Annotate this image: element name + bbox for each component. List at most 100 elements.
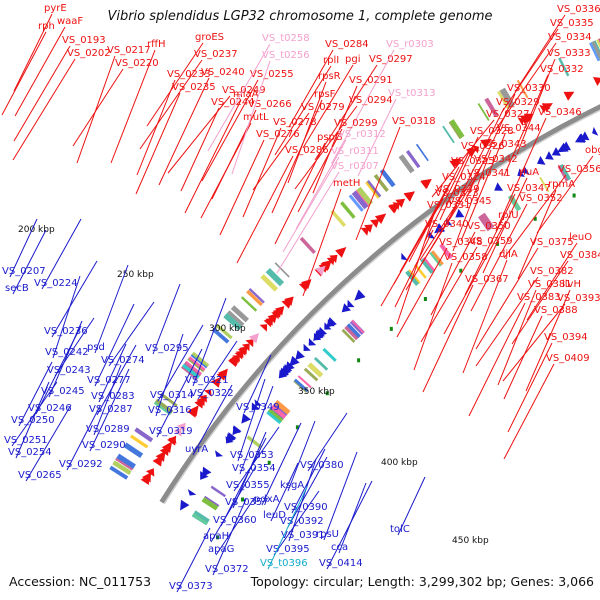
label-leader-line bbox=[155, 333, 184, 417]
label-leader-line bbox=[357, 98, 397, 177]
scale-tick bbox=[572, 193, 576, 198]
gene-label-forward: VS_0358 bbox=[444, 252, 488, 263]
scale-tick-label: 350 kbp bbox=[298, 387, 335, 397]
label-leader-line bbox=[197, 340, 238, 400]
gene-block bbox=[266, 410, 282, 424]
label-leader-line bbox=[297, 128, 343, 213]
label-leader-line bbox=[282, 156, 340, 253]
reverse-gene-arrow bbox=[455, 208, 465, 218]
gene-label-reverse: VS_0245 bbox=[41, 386, 85, 397]
gene-block bbox=[215, 323, 233, 340]
gene-block bbox=[414, 264, 427, 279]
gene-label-forward: VS_0384 bbox=[560, 250, 600, 261]
label-leader-line bbox=[503, 74, 549, 177]
label-leader-line bbox=[12, 229, 47, 295]
label-leader-line bbox=[98, 343, 127, 403]
gene-label-reverse: VS_0243 bbox=[47, 365, 91, 376]
gene-block bbox=[184, 362, 201, 377]
forward-gene-arrow bbox=[360, 227, 370, 236]
gene-label-reverse: VS_0314 bbox=[150, 390, 194, 401]
reverse-gene-arrow bbox=[315, 329, 325, 339]
forward-gene-arrow bbox=[145, 468, 155, 477]
gene-label-forward: VS_0330 bbox=[507, 83, 551, 94]
gene-label-forward: VS_0325 bbox=[451, 156, 495, 167]
gene-label-forward: VS_0193 bbox=[62, 35, 106, 46]
gene-label-forward: VS_0340 bbox=[425, 219, 469, 230]
reverse-gene-arrow bbox=[241, 413, 251, 424]
label-leader-line bbox=[439, 136, 479, 221]
label-leader-line bbox=[502, 303, 566, 382]
label-leader-line bbox=[52, 275, 81, 359]
gene-block bbox=[130, 434, 149, 449]
scale-tick bbox=[241, 497, 244, 502]
gene-label-reverse: VS_0290 bbox=[82, 440, 126, 451]
label-leader-line bbox=[14, 26, 66, 117]
label-leader-line bbox=[307, 412, 348, 472]
gene-label-reverse: VS_0354 bbox=[232, 463, 276, 474]
label-leader-line bbox=[136, 79, 176, 176]
reverse-gene-arrow bbox=[347, 299, 355, 308]
forward-gene-arrow bbox=[404, 192, 414, 202]
gene-label-reverse: psd bbox=[87, 342, 105, 353]
gene-block bbox=[344, 324, 360, 341]
gene-label-forward: VS_0350 bbox=[467, 221, 511, 232]
gene-block bbox=[558, 57, 570, 77]
label-leader-line bbox=[503, 363, 555, 460]
forward-gene-arrow bbox=[281, 297, 293, 309]
gene-block bbox=[123, 442, 144, 458]
gene-label-forward: obgE bbox=[585, 145, 600, 156]
gene-label-forward: VS_0335 bbox=[550, 18, 594, 29]
gene-label-forward: VS_0249 bbox=[222, 85, 266, 96]
label-leader-line bbox=[419, 164, 483, 261]
forward-gene-arrow bbox=[388, 205, 397, 214]
gene-block bbox=[112, 460, 132, 475]
label-leader-line bbox=[192, 384, 233, 456]
reverse-gene-arrow bbox=[308, 338, 317, 346]
gene-block bbox=[299, 236, 316, 254]
forward-gene-arrow bbox=[187, 406, 198, 418]
gene-label-forward: VS_0244 bbox=[211, 97, 255, 108]
gene-label-reverse: VS_0321 bbox=[185, 375, 229, 386]
gene-label-forward: VS_r0311 bbox=[331, 146, 379, 157]
label-leader-line bbox=[152, 283, 181, 355]
gene-block bbox=[589, 42, 600, 62]
gene-label-forward: VS_0394 bbox=[544, 332, 588, 343]
trna-gene-arrow bbox=[177, 422, 186, 432]
label-leader-line bbox=[48, 320, 83, 398]
forward-gene-arrow bbox=[263, 318, 273, 328]
label-leader-line bbox=[274, 65, 332, 156]
reverse-gene-arrow bbox=[232, 426, 241, 434]
label-leader-line bbox=[18, 361, 53, 427]
label-leader-line bbox=[180, 107, 220, 192]
gene-block bbox=[274, 399, 291, 415]
gene-block bbox=[246, 289, 263, 307]
label-leader-line bbox=[420, 246, 478, 343]
gene-block bbox=[373, 174, 389, 192]
gene-block bbox=[240, 296, 258, 312]
label-leader-line bbox=[89, 368, 130, 452]
reverse-gene-arrow bbox=[561, 141, 571, 151]
label-leader-line bbox=[158, 77, 210, 186]
label-leader-line bbox=[94, 303, 135, 387]
label-leader-line bbox=[72, 68, 124, 147]
gene-label-forward: VS_0339 bbox=[436, 184, 480, 195]
gene-label-forward: VS_0348 bbox=[439, 237, 483, 248]
gene-block bbox=[480, 212, 495, 230]
label-leader-line bbox=[517, 189, 557, 280]
scale-tick-label: 250 kbp bbox=[117, 270, 154, 280]
gene-label-forward: VS_r0307 bbox=[331, 161, 379, 172]
gene-block bbox=[191, 351, 210, 368]
label-leader-line bbox=[220, 437, 267, 527]
gene-block bbox=[351, 319, 365, 334]
gene-block bbox=[379, 168, 396, 188]
gene-label-reverse: VS_0414 bbox=[319, 558, 363, 569]
gene-label-forward: VS_0343 bbox=[483, 139, 527, 150]
label-leader-line bbox=[287, 420, 316, 492]
gene-label-forward: VS_0266 bbox=[248, 99, 292, 110]
reverse-gene-arrow bbox=[226, 432, 237, 443]
forward-gene-arrow bbox=[232, 355, 240, 362]
gene-label-forward: VS_0255 bbox=[250, 69, 294, 80]
gene-label-forward: VS_0235 bbox=[172, 82, 216, 93]
gene-label-forward: VS_0336 bbox=[557, 4, 600, 15]
label-leader-line bbox=[503, 174, 567, 259]
